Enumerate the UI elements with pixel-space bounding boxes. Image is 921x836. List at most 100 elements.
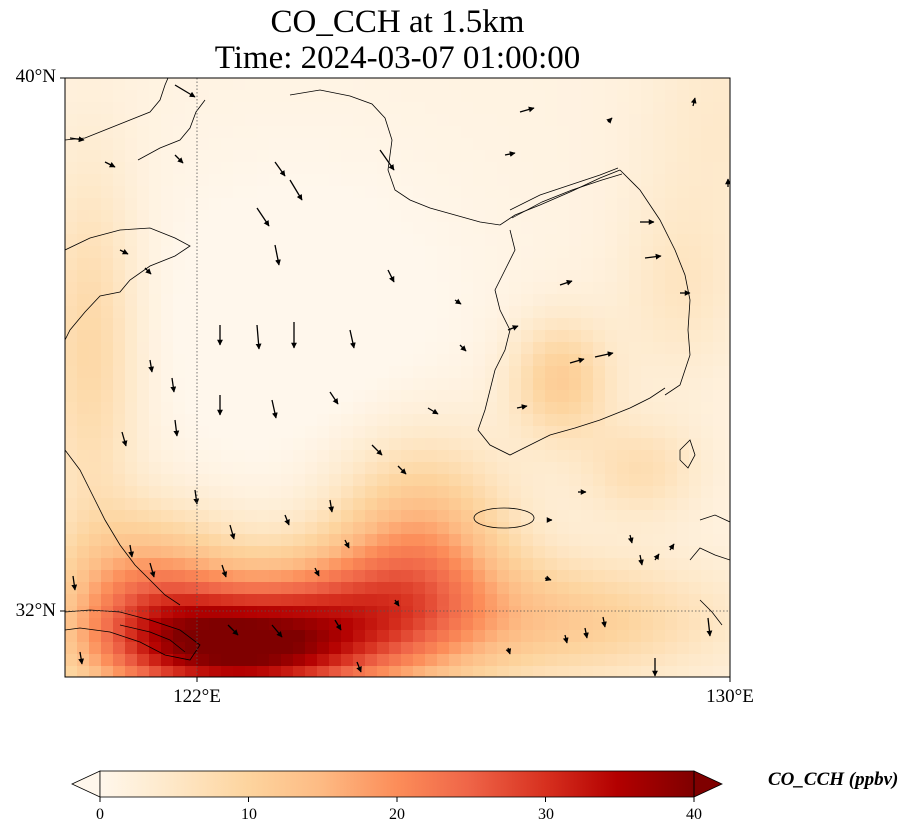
field-cell xyxy=(125,666,138,677)
field-cell xyxy=(245,618,258,631)
field-cell xyxy=(401,174,414,187)
field-cell xyxy=(665,426,678,439)
field-cell xyxy=(425,498,438,511)
field-cell xyxy=(113,582,126,595)
field-cell xyxy=(101,438,114,451)
field-cell xyxy=(497,546,510,559)
field-cell xyxy=(449,498,462,511)
field-cell xyxy=(245,198,258,211)
field-cell xyxy=(629,606,642,619)
field-cell xyxy=(377,138,390,151)
field-cell xyxy=(473,90,486,103)
field-cell xyxy=(665,258,678,271)
field-cell xyxy=(377,498,390,511)
field-cell xyxy=(125,582,138,595)
field-cell xyxy=(509,246,522,259)
field-cell xyxy=(605,114,618,127)
field-cell xyxy=(377,642,390,655)
field-cell xyxy=(389,654,402,667)
field-cell xyxy=(221,630,234,643)
field-cell xyxy=(233,546,246,559)
field-cell xyxy=(425,510,438,523)
field-cell xyxy=(629,282,642,295)
field-cell xyxy=(317,306,330,319)
field-cell xyxy=(65,126,78,139)
field-cell xyxy=(329,474,342,487)
field-cell xyxy=(161,246,174,259)
field-cell xyxy=(641,450,654,463)
field-cell xyxy=(89,90,102,103)
field-cell xyxy=(425,474,438,487)
field-cell xyxy=(401,630,414,643)
field-cell xyxy=(521,378,534,391)
field-cell xyxy=(425,354,438,367)
field-cell xyxy=(245,570,258,583)
field-cell xyxy=(485,642,498,655)
field-cell xyxy=(281,294,294,307)
field-cell xyxy=(509,558,522,571)
field-cell xyxy=(533,450,546,463)
field-cell xyxy=(461,210,474,223)
field-cell xyxy=(509,630,522,643)
field-cell xyxy=(677,270,690,283)
field-cell xyxy=(401,366,414,379)
field-cell xyxy=(653,294,666,307)
field-cell xyxy=(269,174,282,187)
field-cell xyxy=(725,114,730,127)
field-cell xyxy=(197,582,210,595)
field-cell xyxy=(593,402,606,415)
field-cell xyxy=(329,462,342,475)
field-cell xyxy=(329,414,342,427)
field-cell xyxy=(65,438,78,451)
field-cell xyxy=(281,318,294,331)
field-cell xyxy=(461,498,474,511)
field-cell xyxy=(533,342,546,355)
field-cell xyxy=(137,102,150,115)
field-cell xyxy=(173,606,186,619)
field-cell xyxy=(545,402,558,415)
field-cell xyxy=(701,630,714,643)
field-cell xyxy=(473,342,486,355)
field-cell xyxy=(341,462,354,475)
field-cell xyxy=(137,498,150,511)
field-cell xyxy=(245,114,258,127)
field-cell xyxy=(689,342,702,355)
field-cell xyxy=(629,186,642,199)
field-cell xyxy=(89,474,102,487)
field-cell xyxy=(221,366,234,379)
field-cell xyxy=(101,198,114,211)
field-cell xyxy=(209,570,222,583)
field-cell xyxy=(413,426,426,439)
field-cell xyxy=(89,618,102,631)
field-cell xyxy=(137,318,150,331)
field-cell xyxy=(161,462,174,475)
field-cell xyxy=(329,546,342,559)
field-cell xyxy=(89,486,102,499)
field-cell xyxy=(269,522,282,535)
field-cell xyxy=(329,450,342,463)
wind-arrow xyxy=(173,419,180,437)
field-cell xyxy=(437,162,450,175)
field-cell xyxy=(377,318,390,331)
field-cell xyxy=(125,318,138,331)
field-cell xyxy=(137,294,150,307)
field-cell xyxy=(725,318,730,331)
field-cell xyxy=(281,342,294,355)
field-cell xyxy=(689,330,702,343)
field-cell xyxy=(173,270,186,283)
field-cell xyxy=(593,102,606,115)
field-cell xyxy=(173,342,186,355)
field-cell xyxy=(89,282,102,295)
field-cell xyxy=(569,402,582,415)
field-cell xyxy=(473,558,486,571)
field-cell xyxy=(569,666,582,677)
field-cell xyxy=(653,450,666,463)
field-cell xyxy=(377,402,390,415)
field-cell xyxy=(245,534,258,547)
field-cell xyxy=(77,366,90,379)
field-cell xyxy=(305,126,318,139)
wind-arrow xyxy=(559,279,573,286)
field-cell xyxy=(725,666,730,677)
field-cell xyxy=(653,630,666,643)
field-cell xyxy=(293,594,306,607)
